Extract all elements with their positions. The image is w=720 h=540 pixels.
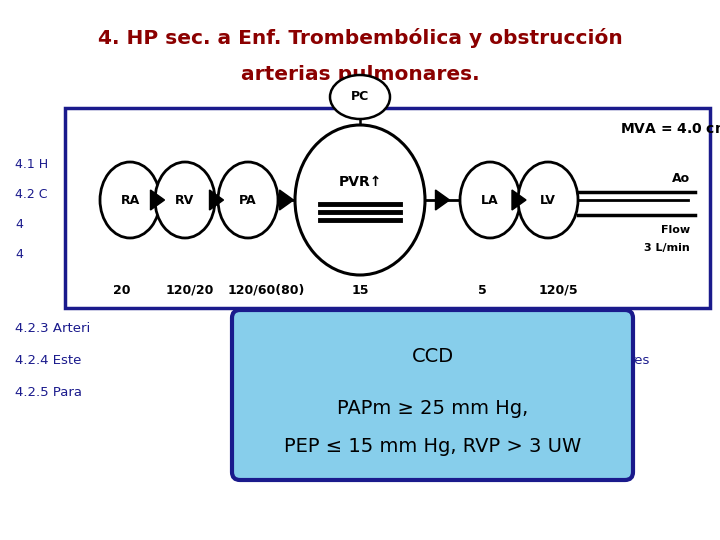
Text: 4.1 H: 4.1 H [15, 159, 48, 172]
Text: 20: 20 [113, 284, 131, 296]
Polygon shape [279, 190, 294, 210]
Text: 4: 4 [15, 219, 23, 232]
Text: 3 L/min: 3 L/min [644, 243, 690, 253]
Ellipse shape [518, 162, 578, 238]
Polygon shape [150, 190, 164, 210]
Text: Ao: Ao [672, 172, 690, 185]
Text: PVR↑: PVR↑ [338, 175, 382, 189]
Text: 4. HP sec. a Enf. Trombembólica y obstrucción: 4. HP sec. a Enf. Trombembólica y obstru… [98, 28, 622, 48]
Text: 4.2 C: 4.2 C [15, 188, 48, 201]
Ellipse shape [155, 162, 215, 238]
Ellipse shape [295, 125, 425, 275]
Ellipse shape [330, 75, 390, 119]
Text: 4.2.5 Para: 4.2.5 Para [15, 387, 82, 400]
Text: RA: RA [120, 193, 140, 206]
Text: CCD: CCD [411, 347, 454, 366]
Text: LA: LA [481, 193, 499, 206]
Ellipse shape [460, 162, 520, 238]
Text: PC: PC [351, 91, 369, 104]
Polygon shape [436, 190, 449, 210]
Text: MVA = 4.0 cm$^2$: MVA = 4.0 cm$^2$ [620, 119, 720, 137]
Ellipse shape [100, 162, 160, 238]
Text: 4.2.4 Este: 4.2.4 Este [15, 354, 81, 367]
Text: 5: 5 [477, 284, 487, 296]
FancyBboxPatch shape [232, 310, 633, 480]
Text: 120/5: 120/5 [538, 284, 578, 296]
Text: Flow: Flow [661, 225, 690, 235]
Text: 15: 15 [351, 284, 369, 296]
Polygon shape [210, 190, 223, 210]
Text: PEP ≤ 15 mm Hg, RVP > 3 UW: PEP ≤ 15 mm Hg, RVP > 3 UW [284, 436, 581, 456]
Text: 120/20: 120/20 [166, 284, 214, 296]
Ellipse shape [218, 162, 278, 238]
Text: 4.2.3 Arteri: 4.2.3 Arteri [15, 321, 90, 334]
Text: LV: LV [540, 193, 556, 206]
Text: PAPm ≥ 25 mm Hg,: PAPm ≥ 25 mm Hg, [337, 399, 528, 417]
Text: PA: PA [239, 193, 257, 206]
Text: 120/60(80): 120/60(80) [228, 284, 305, 296]
Polygon shape [512, 190, 526, 210]
Bar [65, 108, 710, 308]
Text: res: res [630, 354, 650, 367]
Text: 4: 4 [15, 248, 23, 261]
Text: RV: RV [176, 193, 194, 206]
Text: arterias pulmonares.: arterias pulmonares. [240, 65, 480, 84]
